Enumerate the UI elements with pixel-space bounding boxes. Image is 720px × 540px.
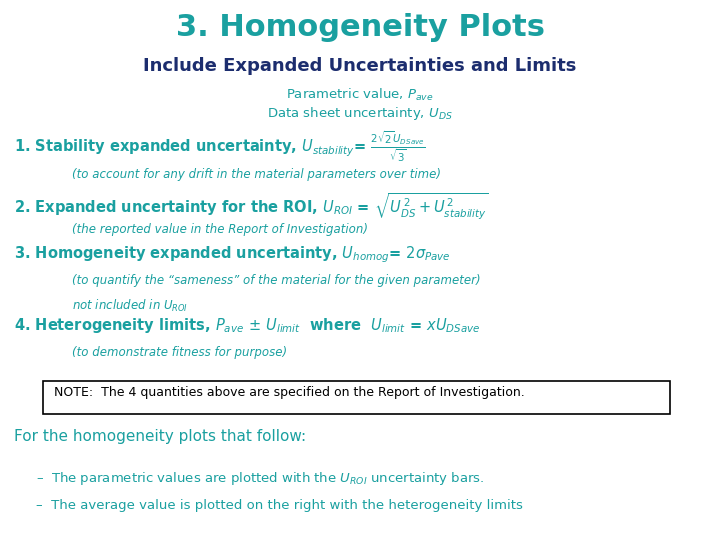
Text: (to account for any drift in the material parameters over time): (to account for any drift in the materia… [72, 168, 441, 181]
Text: NOTE:  The 4 quantities above are specified on the Report of Investigation.: NOTE: The 4 quantities above are specifi… [54, 386, 525, 399]
Text: Include Expanded Uncertainties and Limits: Include Expanded Uncertainties and Limit… [143, 57, 577, 75]
Text: 3. Homogeneity Plots: 3. Homogeneity Plots [176, 14, 544, 43]
Text: not included in $U_{ROI}$: not included in $U_{ROI}$ [72, 298, 188, 314]
FancyBboxPatch shape [43, 381, 670, 414]
Text: 4. Heterogeneity limits, $P_{ave}$ $\pm$ $U_{limit}$  where  $U_{limit}$ = $xU_{: 4. Heterogeneity limits, $P_{ave}$ $\pm$… [14, 316, 481, 335]
Text: 3. Homogeneity expanded uncertainty, $U_{homog}$= $2\sigma_{Pave}$: 3. Homogeneity expanded uncertainty, $U_… [14, 244, 451, 265]
Text: 1. Stability expanded uncertainty, $U_{stability}$= $\frac{2\sqrt{2}U_{DSave}}{\: 1. Stability expanded uncertainty, $U_{s… [14, 130, 426, 164]
Text: –  The parametric values are plotted with the $U_{ROI}$ uncertainty bars.: – The parametric values are plotted with… [36, 470, 485, 487]
Text: Data sheet uncertainty, $U_{DS}$: Data sheet uncertainty, $U_{DS}$ [267, 105, 453, 122]
Text: (to demonstrate fitness for purpose): (to demonstrate fitness for purpose) [72, 346, 287, 359]
Text: Parametric value, $P_{ave}$: Parametric value, $P_{ave}$ [286, 86, 434, 103]
Text: –  The average value is plotted on the right with the heterogeneity limits: – The average value is plotted on the ri… [36, 500, 523, 512]
Text: (to quantify the “sameness” of the material for the given parameter): (to quantify the “sameness” of the mater… [72, 274, 481, 287]
Text: (the reported value in the Report of Investigation): (the reported value in the Report of Inv… [72, 223, 368, 236]
Text: 2. Expanded uncertainty for the ROI, $U_{ROI}$ = $\sqrt{U_{DS}^{\,2} + U_{stabil: 2. Expanded uncertainty for the ROI, $U_… [14, 192, 490, 222]
Text: For the homogeneity plots that follow:: For the homogeneity plots that follow: [14, 429, 307, 444]
